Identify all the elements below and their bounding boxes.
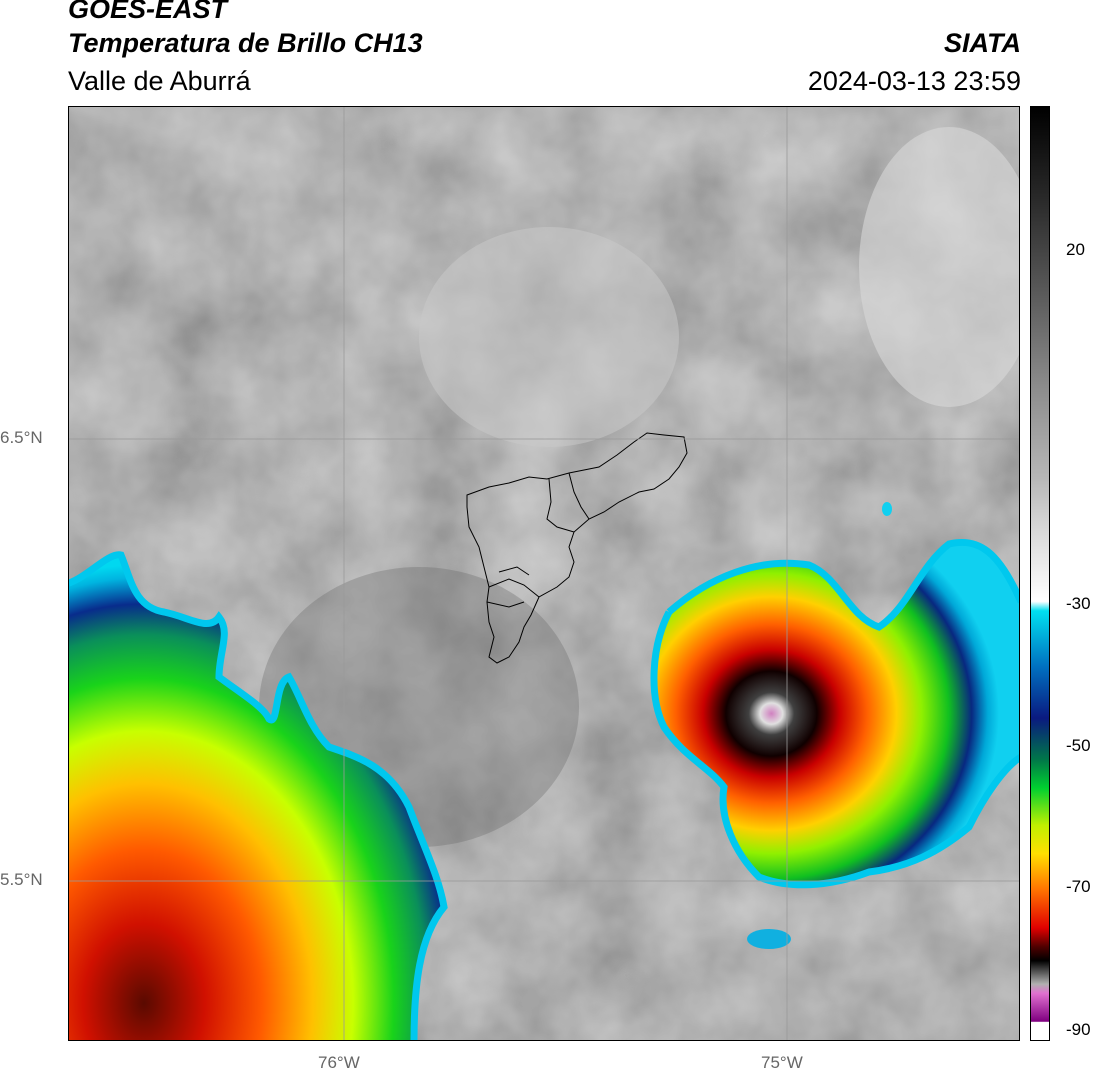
colorbar-canvas bbox=[1031, 107, 1049, 1040]
storm-west-outline bbox=[69, 551, 448, 1040]
organization-label: SIATA bbox=[944, 28, 1021, 58]
small-cloud-cell bbox=[747, 929, 791, 949]
map-canvas bbox=[69, 107, 1019, 1040]
lon-label-75w: 75°W bbox=[761, 1053, 803, 1072]
colorbar-tick-minus30: -30 bbox=[1066, 594, 1091, 613]
bright-cloud-area bbox=[419, 227, 679, 447]
aburra-valley-boundaries bbox=[466, 432, 688, 664]
colorbar-tick-minus70: -70 bbox=[1066, 877, 1091, 896]
storm-east-outline bbox=[650, 538, 1019, 889]
lat-label-6-5n: 6.5°N bbox=[0, 428, 43, 447]
temperature-colorbar bbox=[1030, 106, 1050, 1041]
map-region: Valle de Aburrá bbox=[68, 66, 251, 96]
map-title: GOES-EAST bbox=[68, 0, 228, 24]
map-subtitle: Temperatura de Brillo CH13 bbox=[68, 28, 423, 58]
graticule bbox=[69, 107, 1019, 1040]
storm-west bbox=[69, 554, 444, 1040]
satellite-map bbox=[68, 106, 1020, 1041]
bright-cloud-area-ne bbox=[859, 127, 1019, 407]
storm-east bbox=[654, 542, 1019, 885]
colorbar-tick-20: 20 bbox=[1066, 240, 1085, 259]
colorbar-tick-minus50: -50 bbox=[1066, 736, 1091, 755]
lat-label-5-5n: 5.5°N bbox=[0, 870, 43, 889]
tiny-cloud-cell bbox=[882, 502, 892, 516]
colorbar-gradient bbox=[1031, 107, 1049, 1040]
colorbar-tick-minus90: -90 bbox=[1066, 1020, 1091, 1039]
timestamp-label: 2024-03-13 23:59 bbox=[807, 66, 1021, 96]
lon-label-76w: 76°W bbox=[318, 1053, 360, 1072]
